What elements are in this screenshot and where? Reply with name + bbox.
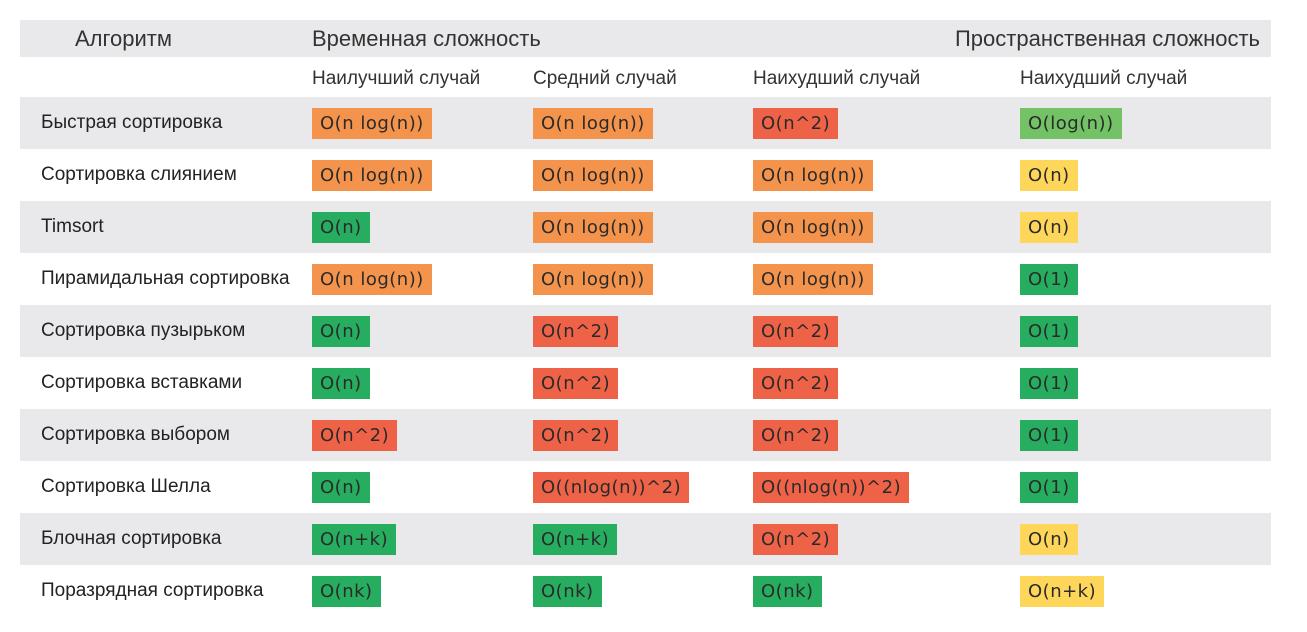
algorithm-name: Сортировка Шелла: [41, 476, 211, 497]
complexity-badge-worst: O(n^2): [753, 316, 839, 347]
complexity-badge-best: O(n+k): [312, 524, 397, 555]
algorithm-name: Сортировка пузырьком: [41, 320, 246, 341]
table-row: Timsort O(n) O(n log(n)) O(n log(n)) O(n): [20, 201, 1271, 253]
complexity-badge-space: O(1): [1020, 264, 1078, 295]
complexity-badge-space: O(log(n)): [1020, 108, 1122, 139]
table-row: Пирамидальная сортировка O(n log(n)) O(n l…: [20, 253, 1271, 305]
subheader-worst: Наихудший случай: [753, 68, 921, 89]
header-algorithm: Алгоритм: [75, 26, 173, 51]
complexity-badge-average: O((nlog(n))^2): [533, 472, 690, 503]
table-row: Быстрая сортировка O(n log(n)) O(n log(n))…: [20, 97, 1271, 149]
complexity-badge-space: O(1): [1020, 420, 1078, 451]
subheader-space-worst: Наихудший случай: [1020, 68, 1188, 89]
complexity-badge-best: O(n log(n)): [312, 160, 432, 191]
algorithm-name: Сортировка вставками: [41, 372, 243, 393]
complexity-badge-worst: O(n^2): [753, 368, 839, 399]
complexity-badge-space: O(1): [1020, 472, 1078, 503]
complexity-badge-worst: O(n log(n)): [753, 212, 873, 243]
complexity-badge-average: O(n log(n)): [533, 264, 653, 295]
algorithm-name: Поразрядная сортировка: [41, 580, 264, 601]
complexity-badge-space: O(n): [1020, 212, 1078, 243]
subheader-average: Средний случай: [533, 68, 677, 89]
complexity-badge-average: O(n log(n)): [533, 160, 653, 191]
complexity-badge-average: O(nk): [533, 576, 602, 607]
complexity-badge-space: O(n+k): [1020, 576, 1105, 607]
complexity-badge-worst: O(n^2): [753, 420, 839, 451]
table-header: Алгоритм Временная сложность Пространств…: [20, 20, 1271, 57]
algorithm-name: Сортировка слиянием: [41, 164, 237, 185]
header-space-complexity: Пространственная сложность: [954, 26, 1260, 51]
table-row: Поразрядная сортировка O(nk) O(nk) O(nk) O(n…: [20, 565, 1271, 617]
complexity-badge-best: O(nk): [312, 576, 381, 607]
complexity-badge-best: O(n): [312, 212, 370, 243]
header-time-complexity: Временная сложность: [312, 26, 541, 51]
table-row: Сортировка вставками O(n) O(n^2) O(n^2) O(1): [20, 357, 1271, 409]
table-row: Сортировка Шелла O(n) O((nlog(n))^2) O((nlo…: [20, 461, 1271, 513]
complexity-badge-average: O(n^2): [533, 420, 619, 451]
complexity-badge-best: O(n log(n)): [312, 264, 432, 295]
complexity-badge-space: O(n): [1020, 524, 1078, 555]
algorithm-name: Пирамидальная сортировка: [41, 268, 290, 289]
complexity-badge-best: O(n): [312, 316, 370, 347]
complexity-table: Алгоритм Временная сложность Пространств…: [20, 20, 1271, 617]
table-row: Сортировка слиянием O(n log(n)) O(n log(n)…: [20, 149, 1271, 201]
complexity-badge-worst: O(nk): [753, 576, 822, 607]
complexity-badge-worst: O(n log(n)): [753, 264, 873, 295]
complexity-badge-best: O(n): [312, 368, 370, 399]
table-subheader: Наилучший случай Средний случай Наихудши…: [20, 57, 1271, 97]
complexity-badge-worst: O((nlog(n))^2): [753, 472, 910, 503]
complexity-badge-space: O(1): [1020, 316, 1078, 347]
complexity-badge-space: O(n): [1020, 160, 1078, 191]
algorithm-name: Timsort: [41, 216, 104, 237]
table-body: Быстрая сортировка O(n log(n)) O(n log(n))…: [20, 97, 1271, 617]
complexity-badge-average: O(n^2): [533, 368, 619, 399]
complexity-badge-worst: O(n^2): [753, 524, 839, 555]
table-row: Сортировка выбором O(n^2) O(n^2) O(n^2) O(1): [20, 409, 1271, 461]
table-row: Сортировка пузырьком O(n) O(n^2) O(n^2) O(1): [20, 305, 1271, 357]
algorithm-name: Сортировка выбором: [41, 424, 230, 445]
complexity-badge-best: O(n^2): [312, 420, 398, 451]
complexity-badge-worst: O(n log(n)): [753, 160, 873, 191]
complexity-badge-worst: O(n^2): [753, 108, 839, 139]
algorithm-name: Блочная сортировка: [41, 528, 222, 549]
complexity-badge-average: O(n log(n)): [533, 212, 653, 243]
complexity-badge-best: O(n log(n)): [312, 108, 432, 139]
complexity-badge-best: O(n): [312, 472, 370, 503]
algorithm-name: Быстрая сортировка: [41, 112, 223, 133]
complexity-badge-space: O(1): [1020, 368, 1078, 399]
complexity-badge-average: O(n+k): [533, 524, 618, 555]
complexity-badge-average: O(n^2): [533, 316, 619, 347]
complexity-badge-average: O(n log(n)): [533, 108, 653, 139]
table-row: Блочная сортировка O(n+k) O(n+k) O(n^2) O(n): [20, 513, 1271, 565]
subheader-best: Наилучший случай: [312, 68, 481, 89]
